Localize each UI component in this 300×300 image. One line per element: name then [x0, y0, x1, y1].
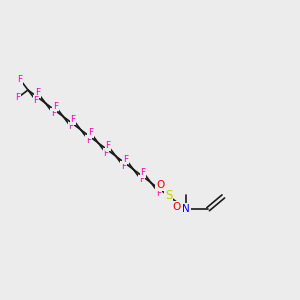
Text: F: F [106, 141, 111, 150]
Text: F: F [141, 168, 146, 177]
Text: N: N [182, 204, 190, 214]
Text: F: F [33, 96, 38, 105]
Text: F: F [139, 175, 144, 184]
Text: O: O [173, 202, 181, 212]
Text: F: F [123, 154, 128, 164]
Text: F: F [86, 136, 91, 145]
Text: F: F [68, 122, 74, 131]
Text: F: F [88, 128, 93, 137]
Text: F: F [156, 189, 161, 198]
Text: F: F [53, 102, 58, 111]
Text: F: F [70, 115, 75, 124]
Text: O: O [156, 180, 164, 190]
Text: F: F [103, 149, 109, 158]
Text: F: F [51, 109, 56, 118]
Text: F: F [15, 93, 20, 102]
Text: F: F [18, 75, 23, 84]
Text: F: F [35, 88, 40, 98]
Text: S: S [165, 189, 172, 203]
Text: F: F [121, 162, 126, 171]
